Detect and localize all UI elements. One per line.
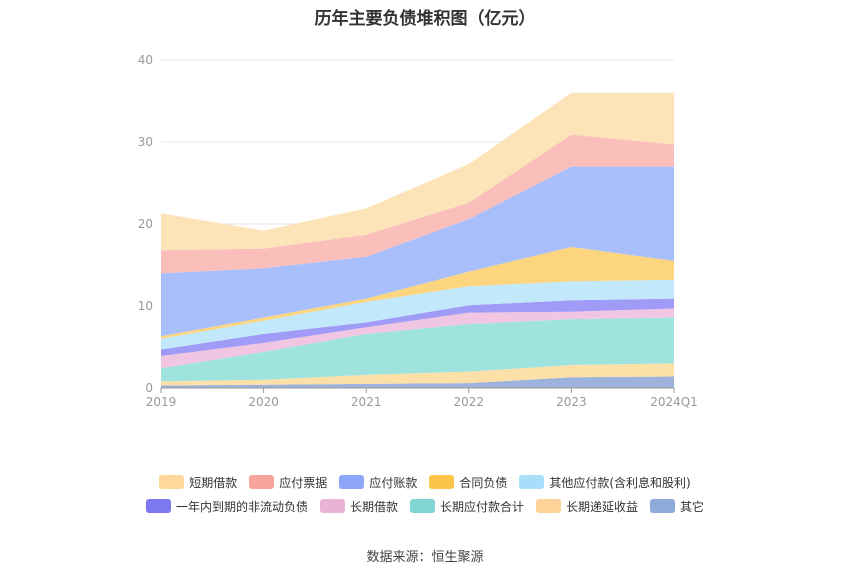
legend-label: 长期递延收益 xyxy=(566,499,639,514)
legend-item[interactable]: 一年内到期的非流动负债 xyxy=(145,498,308,515)
legend-label: 其它 xyxy=(680,499,705,514)
legend-label: 应付账款 xyxy=(369,475,418,490)
legend-row-1: 短期借款 应付票据 应付账款 合同负债 其他应付款(含利息和股利) xyxy=(0,470,850,494)
stacked-area-chart: 0 10 20 30 40 2019 2020 2021 2022 2023 2024Q1 xyxy=(138,53,698,409)
legend-item[interactable]: 合同负债 xyxy=(429,474,507,491)
legend-item[interactable]: 长期应付款合计 xyxy=(409,498,524,515)
legend-item[interactable]: 短期借款 xyxy=(159,474,237,491)
legend-label: 合同负债 xyxy=(459,475,508,490)
legend-swatch xyxy=(145,499,171,513)
area-series-9 xyxy=(161,92,674,251)
legend-item[interactable]: 长期借款 xyxy=(319,498,398,515)
legend-item[interactable]: 长期递延收益 xyxy=(536,498,638,515)
legend-swatch xyxy=(159,475,185,489)
data-source: 数据来源：恒生聚源 xyxy=(366,550,484,565)
legend-swatch xyxy=(536,499,561,513)
x-tick-label: 2021 xyxy=(351,395,382,409)
area-series-6 xyxy=(161,247,674,339)
legend-label: 长期应付款合计 xyxy=(439,499,524,514)
area-series-3 xyxy=(161,308,674,369)
area-series-1 xyxy=(161,363,674,386)
legend-label: 长期借款 xyxy=(349,499,398,514)
legend-swatch xyxy=(319,499,345,513)
y-tick-label: 10 xyxy=(138,299,153,313)
area-series-7 xyxy=(161,166,674,337)
x-tick-label: 2019 xyxy=(146,395,177,409)
area-series-5 xyxy=(161,279,674,350)
legend: 短期借款 应付票据 应付账款 合同负债 其他应付款(含利息和股利) 一年内到期的非流动负… xyxy=(0,470,850,518)
area-series-8 xyxy=(161,134,674,274)
legend-swatch xyxy=(249,475,275,489)
legend-swatch xyxy=(650,499,676,513)
area-series xyxy=(161,92,674,388)
legend-swatch xyxy=(429,475,455,489)
y-tick-label: 0 xyxy=(145,381,153,395)
legend-item[interactable]: 应付票据 xyxy=(249,474,327,491)
legend-item[interactable]: 应付账款 xyxy=(339,474,417,491)
y-tick-label: 40 xyxy=(138,53,153,67)
legend-item[interactable]: 其它 xyxy=(650,498,704,515)
x-tick-label: 2023 xyxy=(556,395,587,409)
area-series-0 xyxy=(161,376,674,388)
legend-swatch xyxy=(339,475,365,489)
legend-label: 应付票据 xyxy=(279,475,328,490)
legend-swatch xyxy=(409,499,435,513)
legend-swatch xyxy=(519,475,545,489)
x-tick-label: 2022 xyxy=(454,395,485,409)
axes: 0 10 20 30 40 2019 2020 2021 2022 2023 2024Q1 xyxy=(138,53,698,409)
x-tick-label: 2024Q1 xyxy=(650,395,698,409)
y-tick-label: 30 xyxy=(138,135,153,149)
chart-title: 历年主要负债堆积图（亿元） xyxy=(314,9,536,29)
legend-label: 一年内到期的非流动负债 xyxy=(175,499,308,514)
legend-item[interactable]: 其他应付款(含利息和股利) xyxy=(519,474,691,491)
x-tick-label: 2020 xyxy=(248,395,279,409)
legend-label: 短期借款 xyxy=(189,475,238,490)
area-series-2 xyxy=(161,317,674,382)
legend-label: 其他应付款(含利息和股利) xyxy=(549,475,691,490)
legend-row-2: 一年内到期的非流动负债 长期借款 长期应付款合计 长期递延收益 其它 xyxy=(0,494,850,518)
area-series-4 xyxy=(161,298,674,356)
y-tick-label: 20 xyxy=(138,217,153,231)
